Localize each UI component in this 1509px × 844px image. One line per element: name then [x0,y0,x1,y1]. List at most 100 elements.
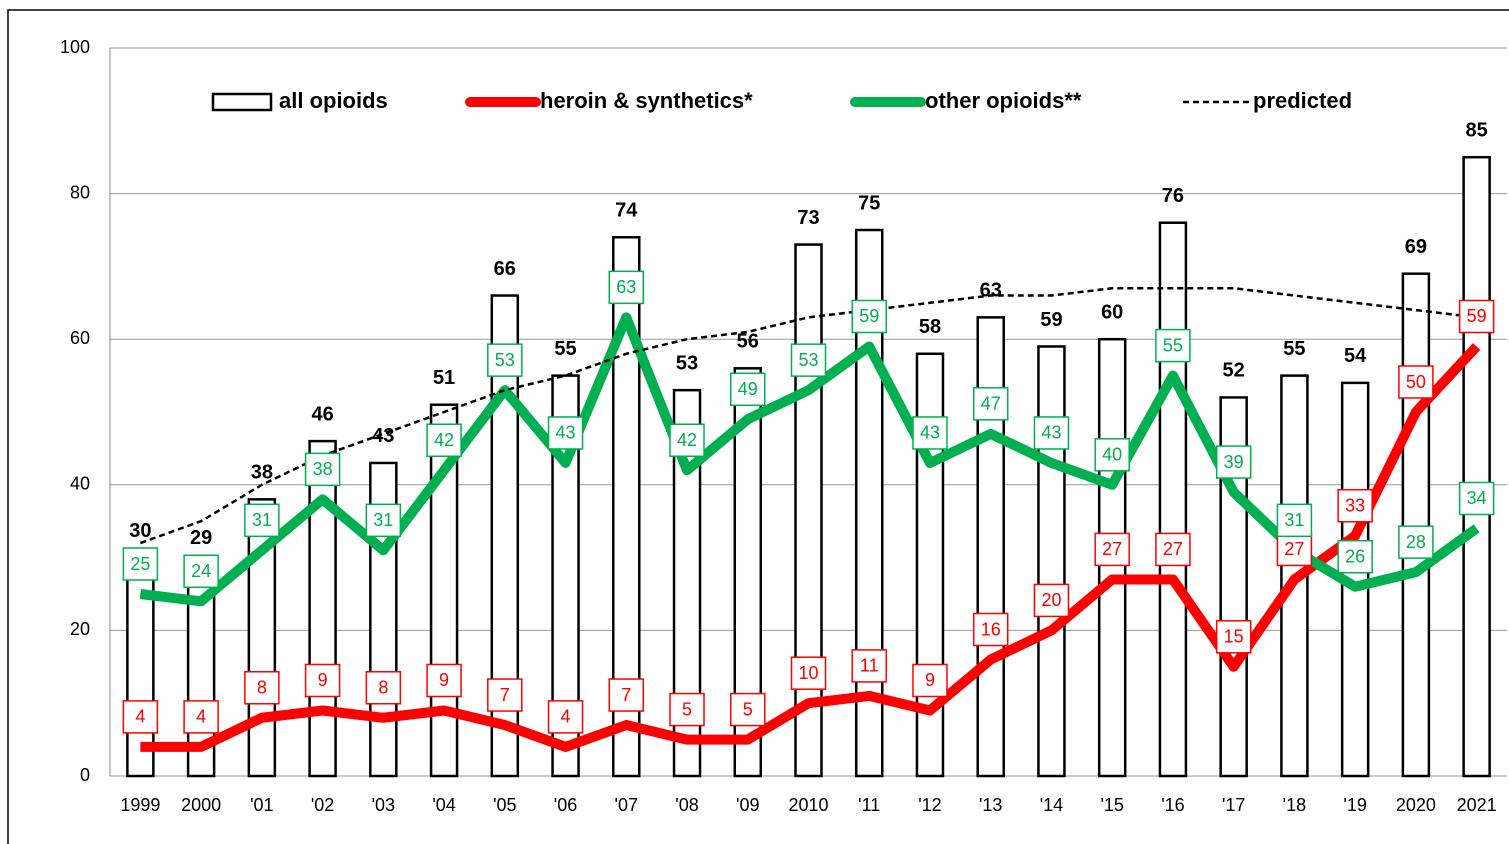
value-label-box [365,503,402,538]
bar-value-label: 63 [980,280,1002,302]
bar-value-label: 56 [737,331,759,353]
value-label-box [1033,416,1070,450]
bar [1158,221,1188,778]
value-label-box [912,663,948,698]
y-tick-label: 40 [70,474,90,494]
x-tick-label: '19 [1343,795,1366,815]
y-tick-label: 80 [70,182,90,202]
y-tick-label: 100 [60,37,90,57]
legend-label: predicted [1253,88,1352,113]
bar-value-label: 30 [129,520,151,542]
y-tick-label: 20 [70,619,90,639]
line-value-label: 27 [1284,539,1304,559]
bar-value-label: 59 [1040,309,1062,331]
line-value-label: 43 [920,423,940,443]
value-label-box [547,700,584,734]
line-value-label: 9 [925,670,935,690]
line-value-label: 8 [378,678,388,698]
line-value-label: 15 [1224,627,1244,647]
line-value-label: 4 [135,707,145,727]
x-tick-label: '11 [858,795,880,815]
value-label-box [1155,532,1191,567]
line-value-label: 38 [313,459,333,479]
value-label-box [730,692,766,727]
bar-value-label: 66 [494,258,516,280]
bar-value-label: 51 [433,367,455,389]
value-label-box [1215,445,1252,479]
line-value-label: 31 [1284,510,1304,530]
value-label-box [1398,365,1434,399]
line-value-label: 53 [798,350,818,370]
line-value-label: 7 [621,685,631,705]
value-label-box [1155,328,1191,363]
line-value-label: 59 [1467,306,1487,326]
bar-value-label: 85 [1466,119,1488,141]
line-value-label: 59 [859,306,879,326]
x-tick-label: '01 [250,795,273,815]
value-label-box [426,423,462,457]
value-label-box [304,663,341,698]
legend-label: all opioids [279,88,388,113]
x-tick-label: '09 [736,795,759,815]
y-tick-label: 0 [80,765,90,785]
x-tick-label: '15 [1100,795,1123,815]
bar-value-label: 69 [1405,236,1427,258]
line-value-label: 26 [1345,546,1365,566]
line-value-label: 42 [677,430,697,450]
x-tick-label: '18 [1283,795,1306,815]
line [139,286,1477,545]
line-value-label: 49 [738,379,758,399]
line-value-label: 34 [1467,488,1487,508]
line-value-label: 28 [1406,532,1426,552]
line-value-label: 27 [1163,539,1183,559]
bar-value-label: 54 [1344,345,1367,367]
value-label-box [669,692,705,727]
x-tick-label: '13 [979,795,1002,815]
bar-value-label: 55 [1283,338,1305,360]
bar-value-label: 52 [1223,360,1245,382]
value-label-box [244,503,280,538]
value-label-box [1215,620,1252,654]
x-tick-label: '02 [311,795,334,815]
line-value-label: 42 [434,430,454,450]
line-value-label: 8 [257,678,267,698]
x-tick-label: '12 [918,795,941,815]
bar-value-label: 29 [190,527,212,549]
line-value-label: 11 [860,656,879,676]
line-value-label: 31 [373,510,393,530]
chart-frame [7,9,1509,844]
line-value-label: 31 [252,510,272,530]
bar [1037,345,1066,778]
y-tick-label: 60 [70,328,90,348]
value-label-box [304,452,341,487]
line-value-label: 47 [981,394,1001,414]
bar [308,439,337,778]
line-value-label: 5 [743,699,753,719]
bar [1401,272,1431,778]
line-value-label: 7 [500,685,510,705]
value-label-box [183,554,219,589]
bar-value-label: 76 [1162,185,1184,207]
value-label-box [1337,489,1373,523]
line-value-label: 4 [561,707,571,727]
x-tick-label: '17 [1222,795,1245,815]
bar [794,243,823,778]
x-tick-label: '06 [554,795,577,815]
x-tick-label: '05 [493,795,516,815]
bar [976,316,1005,778]
x-tick-label: '08 [675,795,698,815]
line-value-label: 43 [556,423,576,443]
line-value-label: 27 [1102,539,1122,559]
value-label-box [790,656,827,690]
legend-swatch [211,92,273,112]
value-label-box [122,700,159,734]
x-tick-label: '03 [372,795,395,815]
value-label-box [487,678,523,712]
value-label-box [1398,525,1434,559]
line-value-label: 40 [1102,445,1122,465]
legend-label: other opioids** [925,88,1082,113]
value-label-box [972,387,1009,421]
value-label-box [1458,299,1495,334]
bar-value-label: 38 [251,462,273,484]
